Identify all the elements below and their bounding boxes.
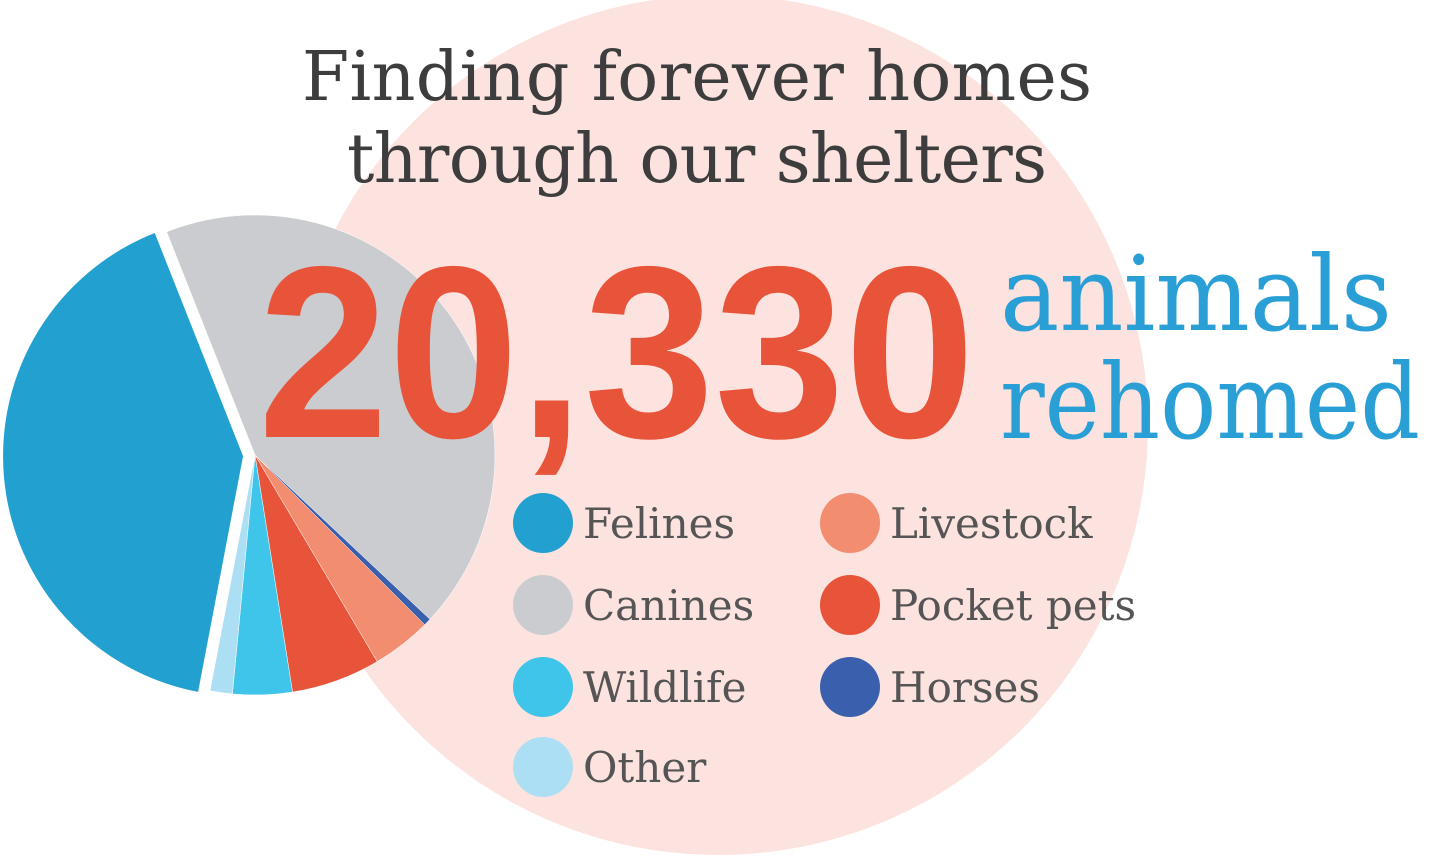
legend-label: Pocket pets — [890, 581, 1136, 630]
legend: Canines Horses Livestock Pocket pets Wildlif… — [513, 493, 1136, 797]
legend-swatch — [513, 737, 573, 797]
legend-label: Canines — [583, 581, 754, 630]
headline-caption: rehomed — [1000, 341, 1420, 463]
legend-swatch — [513, 493, 573, 553]
title-line: Finding forever homes — [302, 38, 1092, 117]
pie-slice — [209, 454, 256, 695]
headline-number: 20,330 — [258, 215, 975, 489]
legend-swatch — [513, 575, 573, 635]
legend-swatch — [820, 493, 880, 553]
pie-slice — [3, 232, 244, 692]
headline-caption: animals — [1000, 233, 1392, 355]
pie-slice — [166, 214, 496, 620]
legend-swatch — [820, 575, 880, 635]
legend-label: Livestock — [890, 499, 1093, 548]
legend-label: Felines — [583, 499, 735, 548]
title-line: through our shelters — [347, 120, 1047, 199]
legend-swatch — [513, 657, 573, 717]
legend-label: Other — [583, 743, 707, 792]
legend-label: Horses — [890, 663, 1040, 712]
legend-swatch — [820, 657, 880, 717]
legend-label: Wildlife — [583, 663, 746, 712]
pie — [3, 214, 496, 696]
background-circle — [288, 0, 1148, 855]
